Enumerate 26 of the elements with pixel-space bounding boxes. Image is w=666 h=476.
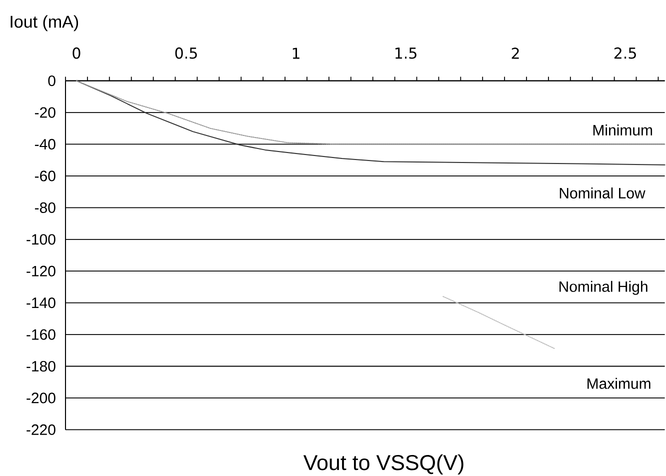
x-tick-label: 1.5 (395, 48, 416, 59)
y-tick-label: -140 (26, 298, 56, 308)
x-tick-label: 0.5 (175, 47, 197, 59)
y-tick-label: -40 (34, 138, 56, 150)
annotation: Maximum (588, 378, 650, 389)
line-series (442, 296, 556, 350)
annotation: Minimum (593, 124, 652, 136)
annotation: Nominal Low (560, 187, 646, 198)
y-tick-label: -200 (26, 392, 56, 404)
y-tick-label: -160 (26, 329, 56, 340)
y-tick-label: -120 (26, 266, 56, 276)
x-tick-label: 1 (292, 48, 300, 59)
y-tick-label: -60 (34, 170, 56, 182)
y-tick-label: -180 (26, 360, 56, 372)
x-axis-title: Vout to VSSQ(V) (303, 454, 464, 474)
line-series (76, 80, 666, 166)
x-tick-label: 2.5 (614, 47, 636, 59)
x-tick-label: 0 (72, 47, 80, 59)
y-tick-label: -100 (26, 234, 56, 245)
y-tick-label: -20 (34, 107, 56, 118)
y-tick-label: -220 (26, 424, 56, 436)
y-tick-label: -80 (34, 202, 56, 213)
y-axis-title: Iout (mA) (10, 15, 78, 32)
annotation: Nominal High (560, 280, 648, 295)
y-tick-label: 0 (48, 75, 56, 86)
x-tick-label: 2 (512, 48, 519, 59)
